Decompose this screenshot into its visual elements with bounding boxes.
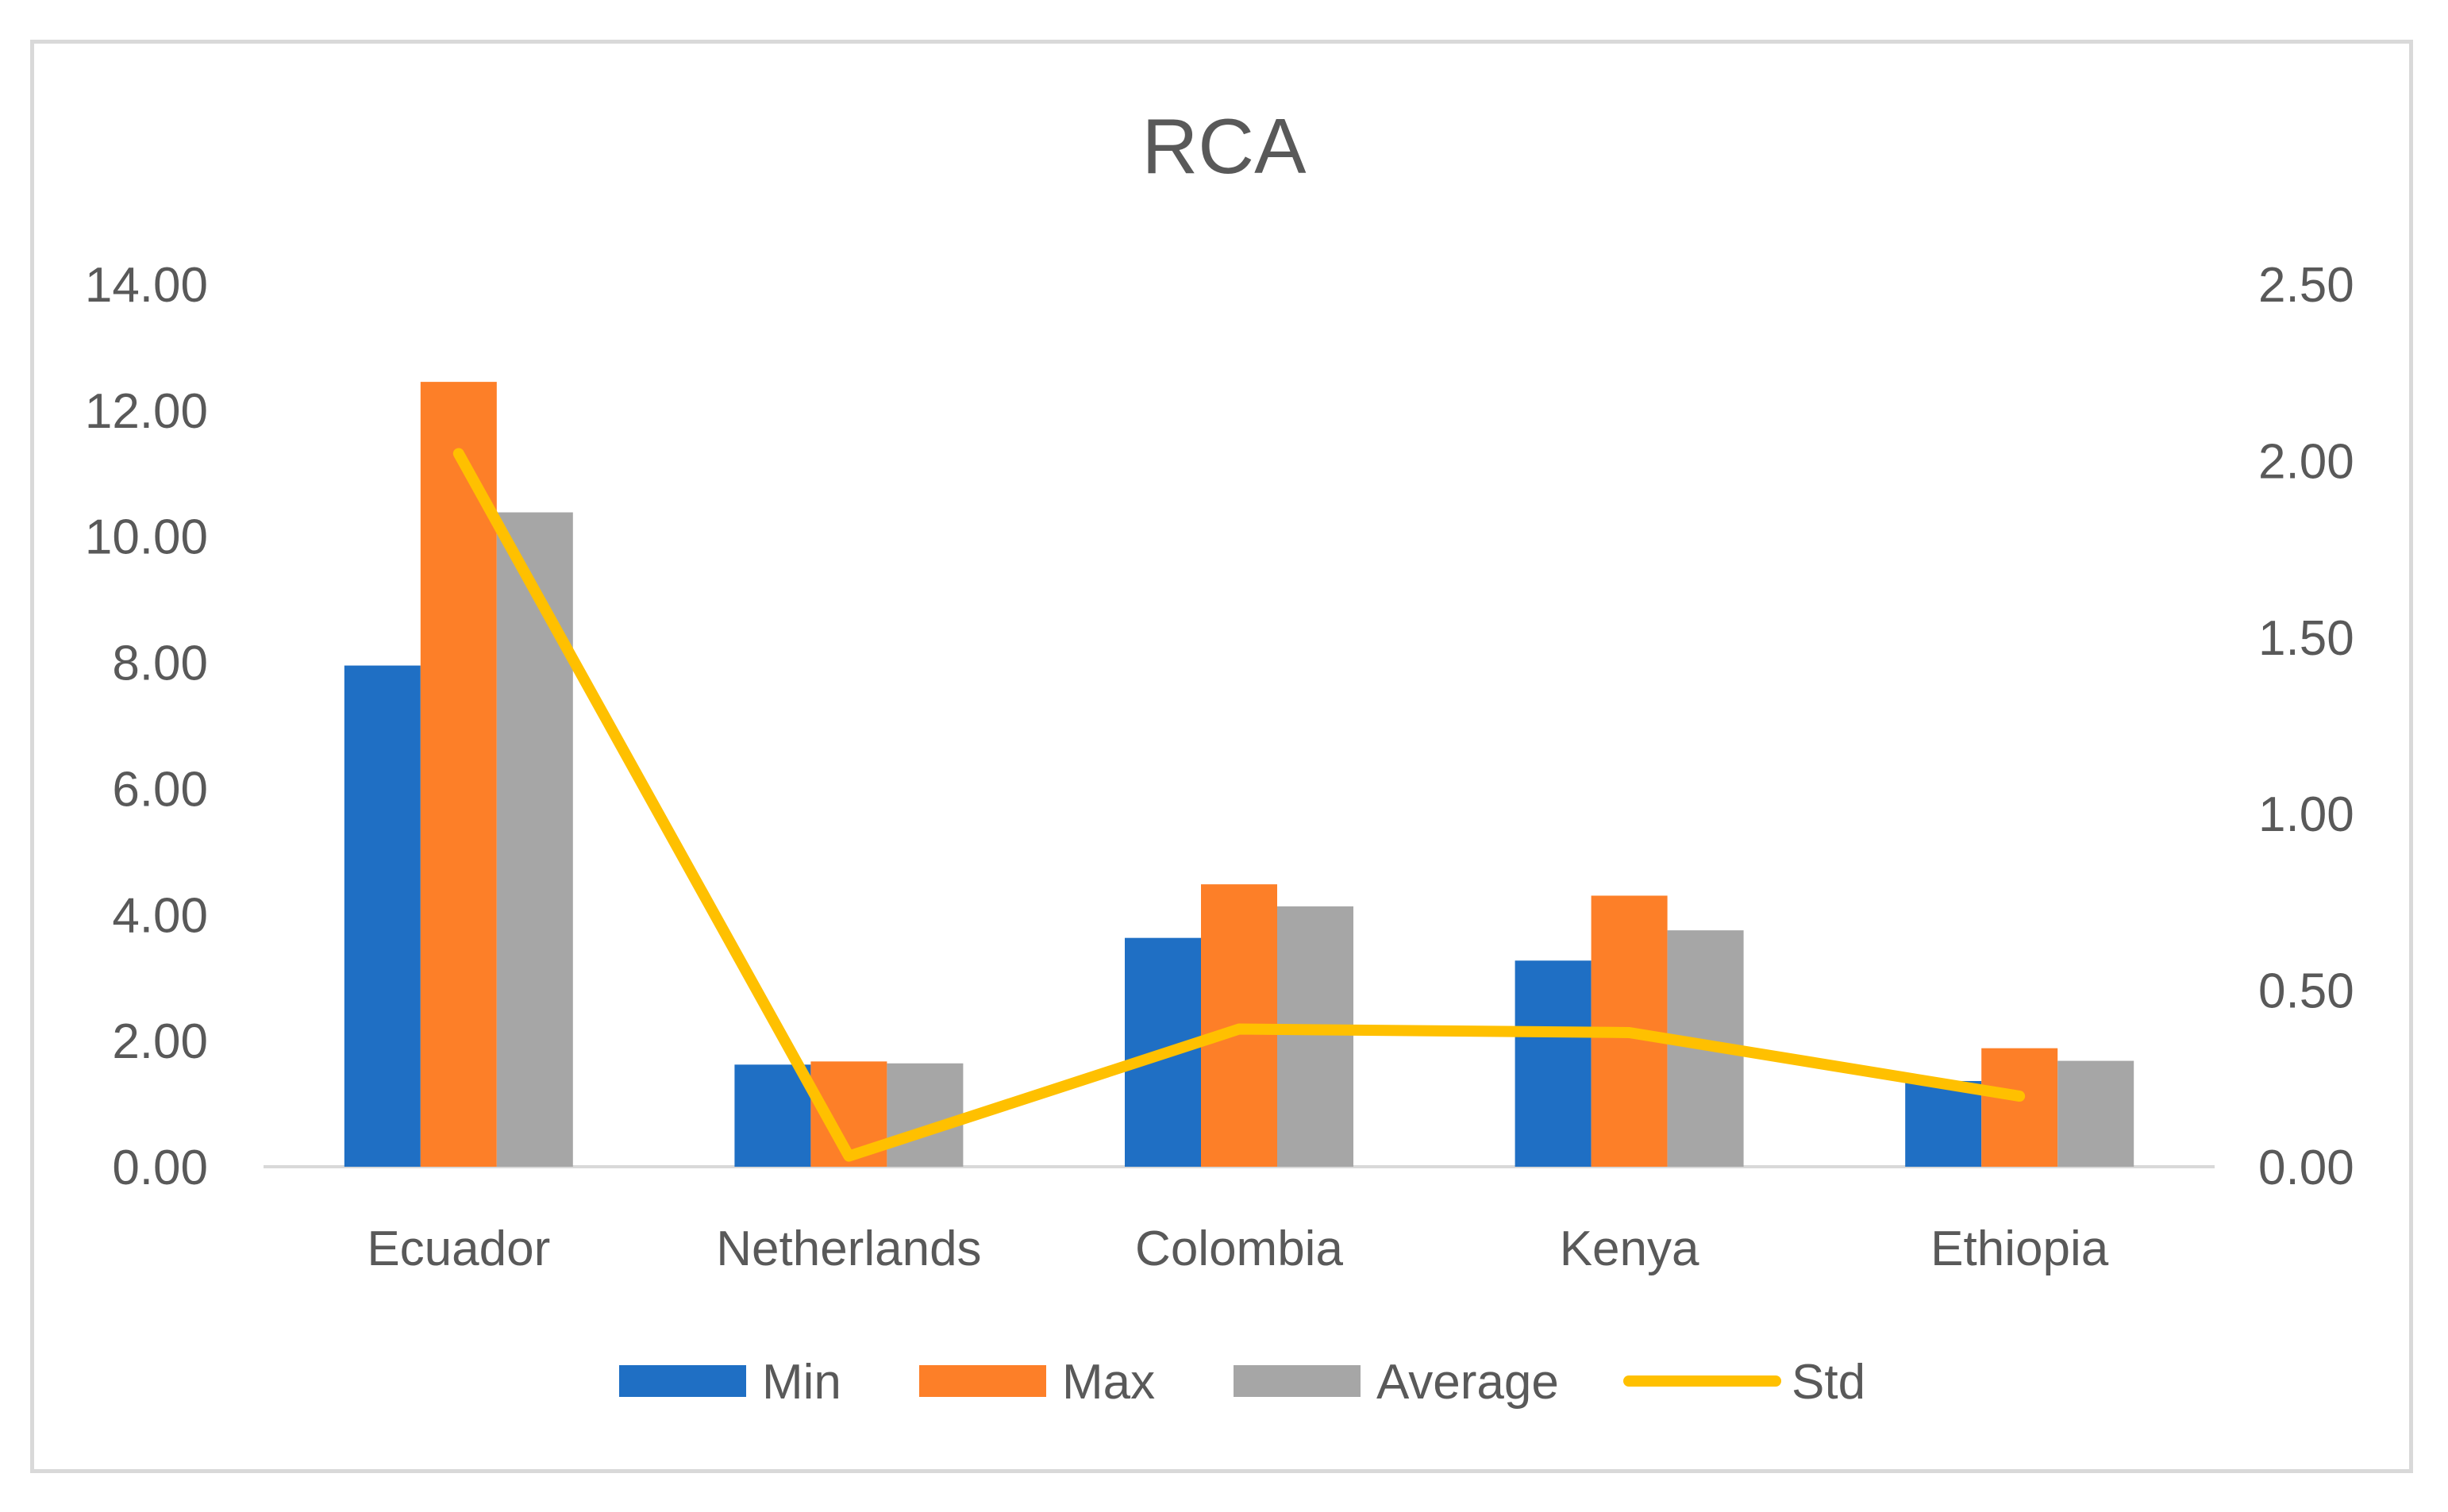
- category-label-colombia: Colombia: [1135, 1222, 1343, 1276]
- bar-min-ethiopia: [1905, 1080, 1982, 1167]
- legend-swatch-max: [919, 1365, 1046, 1397]
- bar-average-colombia: [1277, 906, 1353, 1167]
- right-tick-label: 1.50: [2258, 611, 2354, 666]
- legend: Min Max Average Std: [619, 1355, 1865, 1410]
- category-label-ethiopia: Ethiopia: [1930, 1222, 2109, 1276]
- category-axis: Ecuador Netherlands Colombia Kenya Ethiopia: [367, 1222, 2108, 1276]
- left-tick-label: 4.00: [112, 888, 208, 943]
- right-tick-label: 2.00: [2258, 434, 2354, 489]
- right-tick-label: 2.50: [2258, 258, 2354, 313]
- left-tick-label: 14.00: [85, 258, 208, 313]
- std-point-colombia: [1236, 1025, 1242, 1033]
- legend-label-max: Max: [1062, 1355, 1155, 1410]
- category-label-ecuador: Ecuador: [367, 1222, 550, 1276]
- std-line-series: [452, 448, 2026, 1162]
- bar-average-ecuador: [496, 512, 573, 1167]
- left-tick-label: 2.00: [112, 1014, 208, 1069]
- bar-series: [344, 382, 2134, 1168]
- bar-min-ecuador: [344, 665, 421, 1167]
- category-label-netherlands: Netherlands: [716, 1222, 981, 1276]
- legend-label-std: Std: [1792, 1355, 1865, 1410]
- right-axis: 0.00 0.50 1.00 1.50 2.00 2.50: [2258, 258, 2354, 1195]
- legend-label-average: Average: [1376, 1355, 1559, 1410]
- bar-min-kenya: [1515, 960, 1592, 1167]
- std-point-netherlands: [845, 1152, 853, 1160]
- left-tick-label: 6.00: [112, 762, 208, 817]
- bar-average-netherlands: [887, 1063, 964, 1167]
- right-tick-label: 0.00: [2258, 1141, 2354, 1195]
- bar-min-netherlands: [734, 1064, 811, 1167]
- left-tick-label: 8.00: [112, 637, 208, 691]
- legend-swatch-min: [619, 1365, 746, 1397]
- std-point-ecuador: [455, 450, 462, 457]
- bar-average-ethiopia: [2057, 1060, 2134, 1167]
- category-label-kenya: Kenya: [1560, 1222, 1699, 1276]
- left-tick-label: 12.00: [85, 384, 208, 439]
- right-tick-label: 0.50: [2258, 964, 2354, 1019]
- left-axis: 0.00 2.00 4.00 6.00 8.00 10.00 12.00 14.00: [85, 258, 208, 1195]
- legend-label-min: Min: [762, 1355, 841, 1410]
- bar-max-ethiopia: [1981, 1048, 2058, 1167]
- std-point-kenya: [1626, 1029, 1633, 1036]
- chart-title: RCA: [1142, 102, 1307, 190]
- right-tick-label: 1.00: [2258, 787, 2354, 842]
- left-tick-label: 0.00: [112, 1141, 208, 1195]
- std-point-ethiopia: [2016, 1093, 2023, 1100]
- legend-swatch-average: [1234, 1365, 1361, 1397]
- left-tick-label: 10.00: [85, 510, 208, 565]
- bar-max-ecuador: [420, 382, 497, 1168]
